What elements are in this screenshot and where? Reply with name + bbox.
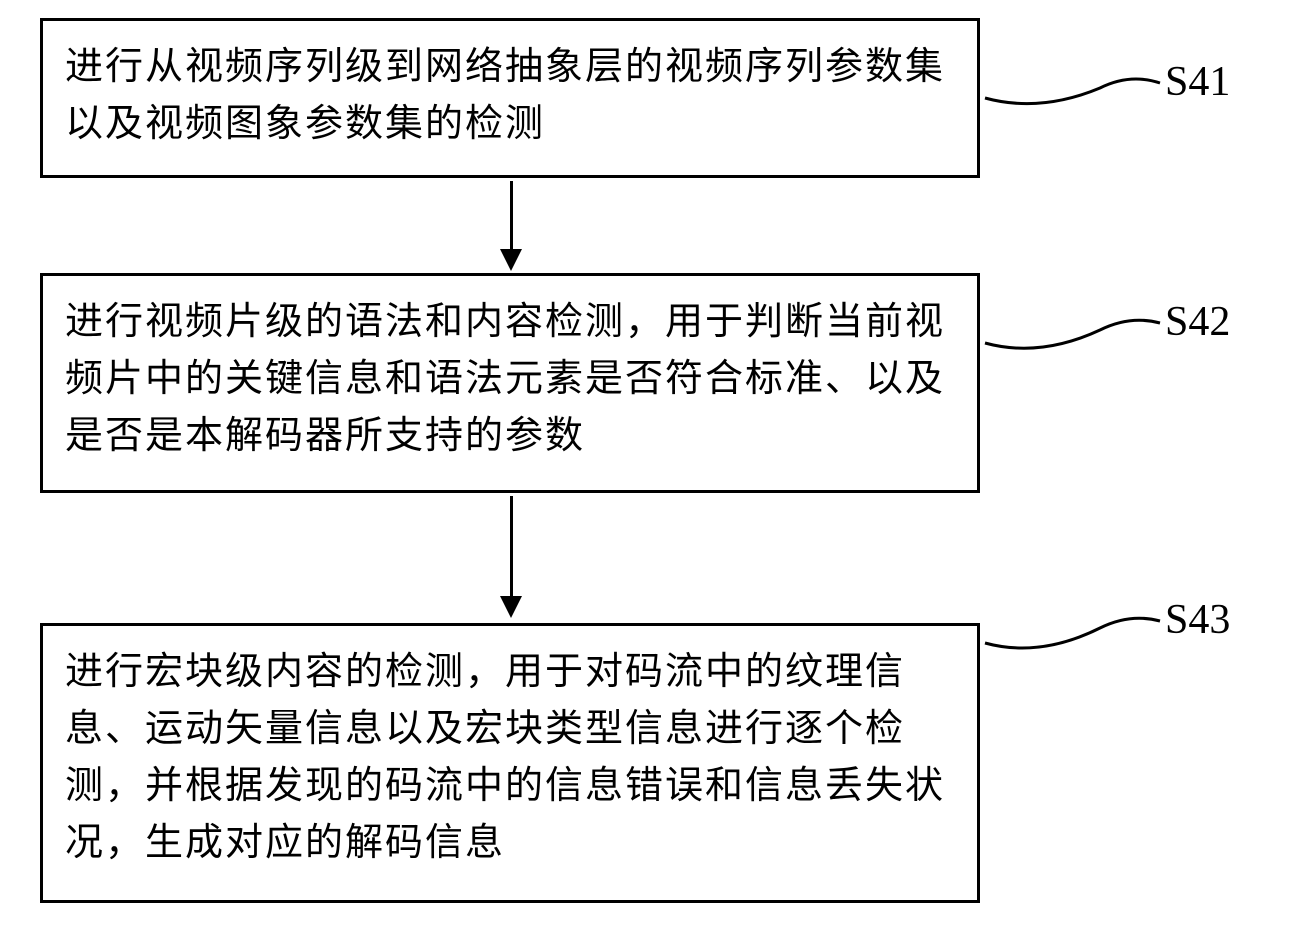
label-connector-curve	[980, 298, 1165, 368]
step-text: 进行从视频序列级到网络抽象层的视频序列参数集以及视频图象参数集的检测	[65, 39, 955, 153]
step-text: 进行宏块级内容的检测，用于对码流中的纹理信息、运动矢量信息以及宏块类型信息进行逐…	[65, 644, 955, 872]
label-connector-curve	[980, 58, 1165, 128]
label-connector-curve	[980, 596, 1165, 666]
step-label: S42	[1165, 298, 1230, 346]
step-label: S43	[1165, 596, 1230, 644]
flowchart-step-box: 进行从视频序列级到网络抽象层的视频序列参数集以及视频图象参数集的检测	[40, 18, 980, 178]
flowchart-step-box: 进行宏块级内容的检测，用于对码流中的纹理信息、运动矢量信息以及宏块类型信息进行逐…	[40, 623, 980, 903]
arrow-down-icon	[500, 596, 522, 618]
flow-arrow	[500, 496, 522, 618]
step-text: 进行视频片级的语法和内容检测，用于判断当前视频片中的关键信息和语法元素是否符合标…	[65, 294, 955, 465]
flowchart-step-box: 进行视频片级的语法和内容检测，用于判断当前视频片中的关键信息和语法元素是否符合标…	[40, 273, 980, 493]
step-label: S41	[1165, 58, 1230, 106]
flow-arrow	[500, 181, 522, 271]
arrow-down-icon	[500, 249, 522, 271]
